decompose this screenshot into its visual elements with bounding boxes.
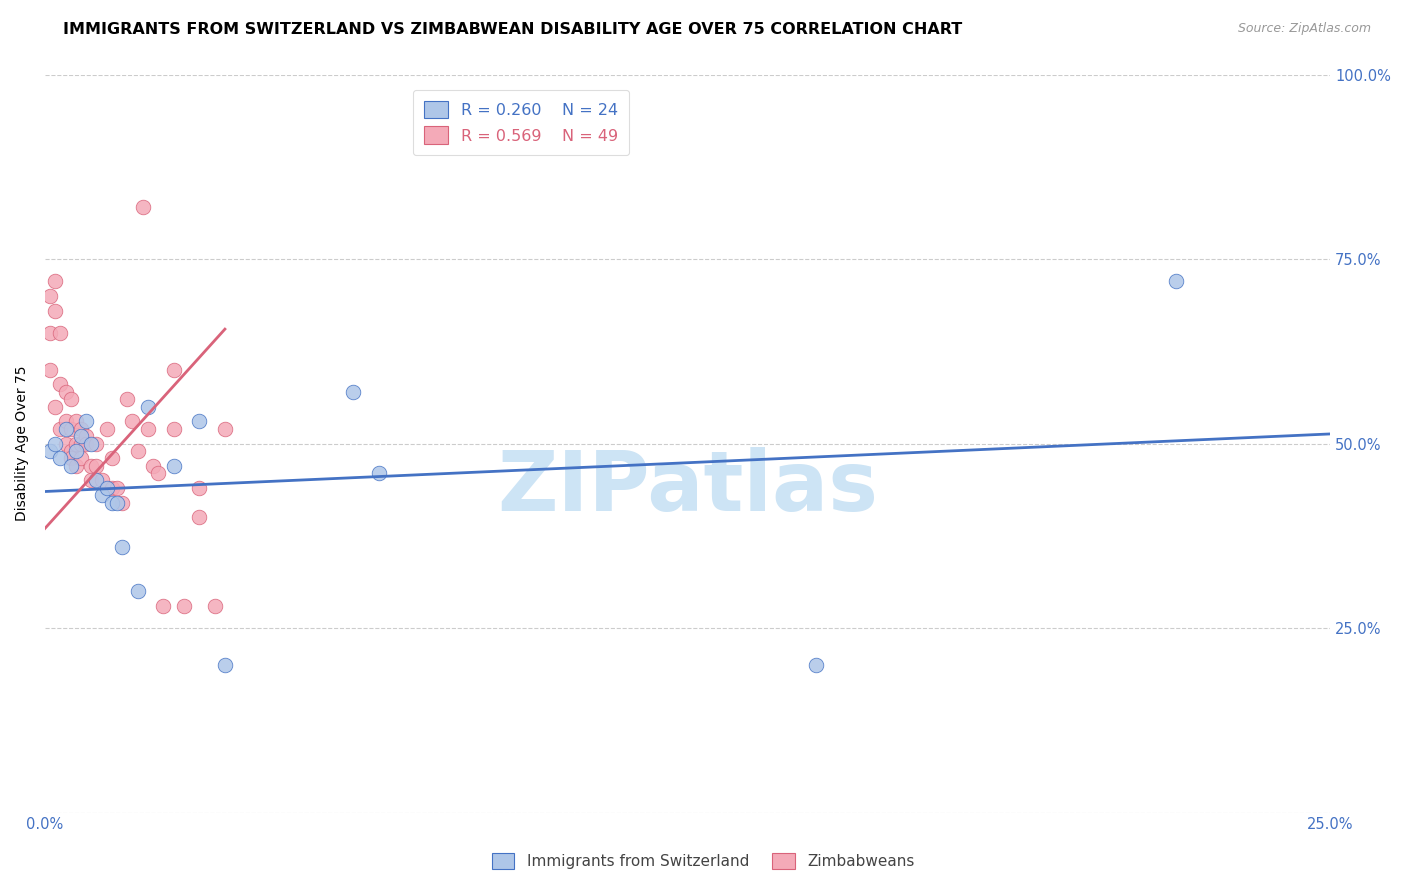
Point [75, 414, 97, 428]
Point [105, 481, 128, 495]
Point [86, 458, 108, 473]
Point [342, 384, 364, 399]
Point [101, 451, 124, 466]
Point [804, 657, 827, 672]
Point [86, 474, 108, 488]
Point [39, 326, 62, 340]
Point [152, 599, 174, 613]
Point [136, 400, 159, 414]
Point [188, 481, 211, 495]
Point [173, 599, 195, 613]
Point [121, 414, 143, 428]
Point [49, 377, 72, 392]
Point [55, 384, 77, 399]
Point [44, 436, 66, 450]
Point [59, 444, 82, 458]
Point [59, 451, 82, 466]
Point [146, 466, 169, 480]
Point [80, 474, 103, 488]
Point [65, 414, 87, 428]
Point [162, 422, 184, 436]
Point [80, 436, 103, 450]
Point [136, 422, 159, 436]
Point [115, 392, 138, 407]
Text: Source: ZipAtlas.com: Source: ZipAtlas.com [1237, 22, 1371, 36]
Point [44, 400, 66, 414]
Point [55, 436, 77, 450]
Point [44, 303, 66, 318]
Point [127, 444, 149, 458]
Point [90, 474, 112, 488]
Point [59, 422, 82, 436]
Point [368, 466, 391, 480]
Point [105, 495, 128, 509]
Point [39, 362, 62, 376]
Point [80, 458, 103, 473]
Point [39, 444, 62, 458]
Point [70, 451, 93, 466]
Point [162, 458, 184, 473]
Legend: Immigrants from Switzerland, Zimbabweans: Immigrants from Switzerland, Zimbabweans [481, 842, 925, 880]
Point [55, 422, 77, 436]
Text: ZIPatlas: ZIPatlas [498, 447, 879, 528]
Point [162, 362, 184, 376]
Point [96, 422, 118, 436]
Y-axis label: Disability Age Over 75: Disability Age Over 75 [15, 366, 30, 521]
Point [44, 274, 66, 288]
Point [70, 429, 93, 443]
Point [101, 495, 124, 509]
Point [204, 599, 226, 613]
Point [75, 436, 97, 450]
Point [39, 289, 62, 303]
Point [59, 458, 82, 473]
Point [101, 481, 124, 495]
Point [55, 414, 77, 428]
Point [49, 451, 72, 466]
Point [111, 540, 134, 554]
Point [49, 326, 72, 340]
Point [70, 436, 93, 450]
Point [96, 481, 118, 495]
Point [75, 429, 97, 443]
Point [90, 488, 112, 502]
Point [214, 422, 236, 436]
Point [188, 414, 211, 428]
Point [86, 436, 108, 450]
Point [65, 458, 87, 473]
Point [142, 458, 165, 473]
Point [59, 392, 82, 407]
Point [1164, 274, 1187, 288]
Point [65, 436, 87, 450]
Point [49, 422, 72, 436]
Text: IMMIGRANTS FROM SWITZERLAND VS ZIMBABWEAN DISABILITY AGE OVER 75 CORRELATION CHA: IMMIGRANTS FROM SWITZERLAND VS ZIMBABWEA… [63, 22, 963, 37]
Point [131, 200, 153, 214]
Point [111, 495, 134, 509]
Point [214, 657, 236, 672]
Point [188, 510, 211, 524]
Legend: R = 0.260    N = 24, R = 0.569    N = 49: R = 0.260 N = 24, R = 0.569 N = 49 [413, 90, 628, 155]
Point [127, 584, 149, 599]
Point [70, 422, 93, 436]
Point [65, 444, 87, 458]
